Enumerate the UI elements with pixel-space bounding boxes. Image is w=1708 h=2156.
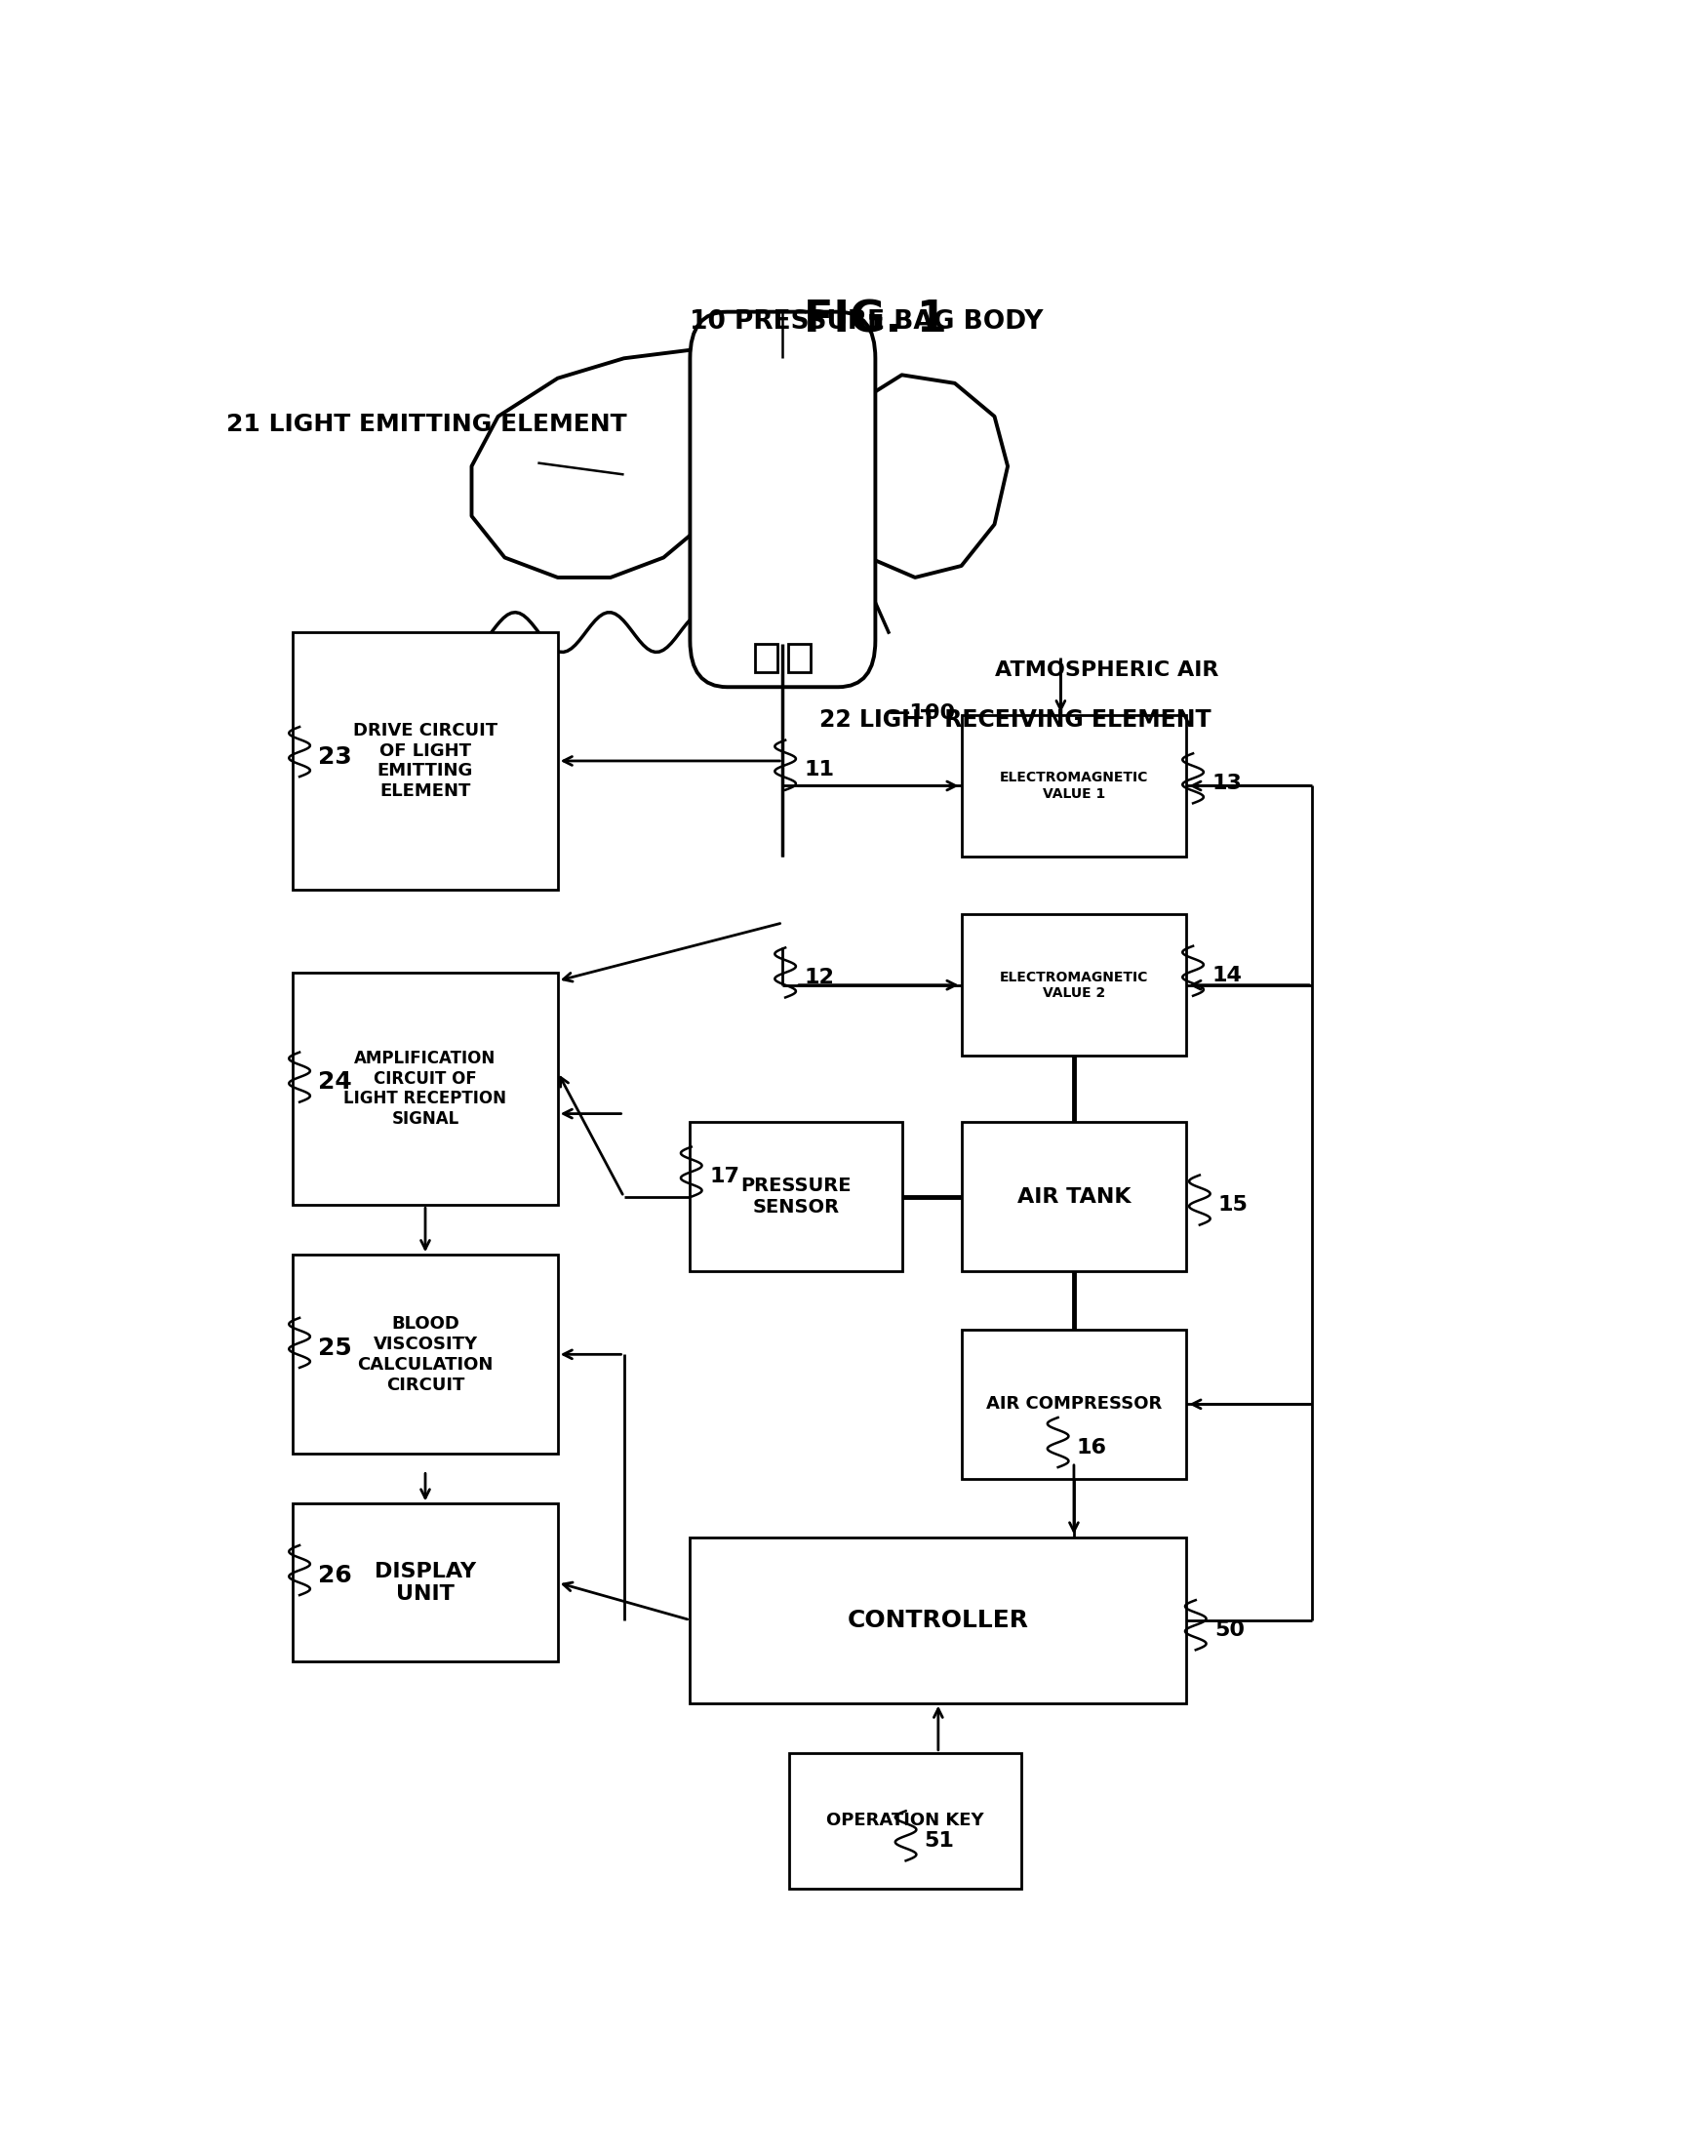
Text: 22 LIGHT RECEIVING ELEMENT: 22 LIGHT RECEIVING ELEMENT — [820, 709, 1211, 731]
Text: ELECTROMAGNETIC
VALUE 1: ELECTROMAGNETIC VALUE 1 — [999, 772, 1148, 800]
Text: AIR COMPRESSOR: AIR COMPRESSOR — [986, 1395, 1161, 1412]
FancyBboxPatch shape — [690, 1537, 1187, 1703]
Bar — [787, 645, 811, 673]
Text: 11: 11 — [804, 761, 834, 780]
FancyBboxPatch shape — [962, 914, 1187, 1056]
Text: BLOOD
VISCOSITY
CALCULATION
CIRCUIT: BLOOD VISCOSITY CALCULATION CIRCUIT — [357, 1315, 494, 1393]
Text: 23: 23 — [318, 746, 352, 768]
FancyBboxPatch shape — [294, 1505, 557, 1662]
Text: FIG. 1: FIG. 1 — [804, 300, 946, 341]
Text: 25: 25 — [318, 1337, 352, 1360]
Text: DRIVE CIRCUIT
OF LIGHT
EMITTING
ELEMENT: DRIVE CIRCUIT OF LIGHT EMITTING ELEMENT — [354, 722, 497, 800]
Text: ATMOSPHERIC AIR: ATMOSPHERIC AIR — [994, 660, 1218, 679]
Text: 13: 13 — [1211, 774, 1242, 793]
Text: 21 LIGHT EMITTING ELEMENT: 21 LIGHT EMITTING ELEMENT — [227, 414, 627, 436]
Text: DISPLAY
UNIT: DISPLAY UNIT — [374, 1561, 477, 1604]
FancyBboxPatch shape — [294, 972, 557, 1205]
FancyBboxPatch shape — [294, 1255, 557, 1453]
Text: 50: 50 — [1214, 1619, 1245, 1641]
Text: AMPLIFICATION
CIRCUIT OF
LIGHT RECEPTION
SIGNAL: AMPLIFICATION CIRCUIT OF LIGHT RECEPTION… — [343, 1050, 507, 1128]
Text: PRESSURE
SENSOR: PRESSURE SENSOR — [741, 1177, 851, 1216]
Text: OPERATION KEY: OPERATION KEY — [827, 1811, 984, 1830]
Text: 14: 14 — [1211, 966, 1242, 985]
Text: AIR TANK: AIR TANK — [1016, 1188, 1131, 1207]
FancyBboxPatch shape — [962, 716, 1187, 856]
Text: 17: 17 — [711, 1166, 740, 1186]
Text: 10 PRESSURE BAG BODY: 10 PRESSURE BAG BODY — [690, 308, 1044, 334]
Text: 51: 51 — [924, 1830, 955, 1850]
FancyBboxPatch shape — [962, 1330, 1187, 1479]
Bar — [755, 645, 777, 673]
Text: 15: 15 — [1218, 1194, 1249, 1214]
FancyBboxPatch shape — [294, 632, 557, 890]
Text: 12: 12 — [804, 968, 834, 987]
FancyBboxPatch shape — [962, 1121, 1187, 1272]
Text: ELECTROMAGNETIC
VALUE 2: ELECTROMAGNETIC VALUE 2 — [999, 970, 1148, 1000]
Text: 24: 24 — [318, 1069, 352, 1093]
FancyBboxPatch shape — [690, 1121, 902, 1272]
Text: CONTROLLER: CONTROLLER — [847, 1608, 1028, 1632]
Text: 26: 26 — [318, 1563, 352, 1587]
FancyBboxPatch shape — [789, 1753, 1021, 1889]
FancyBboxPatch shape — [690, 313, 874, 688]
Text: 16: 16 — [1076, 1438, 1107, 1457]
Text: —100: —100 — [888, 703, 956, 724]
